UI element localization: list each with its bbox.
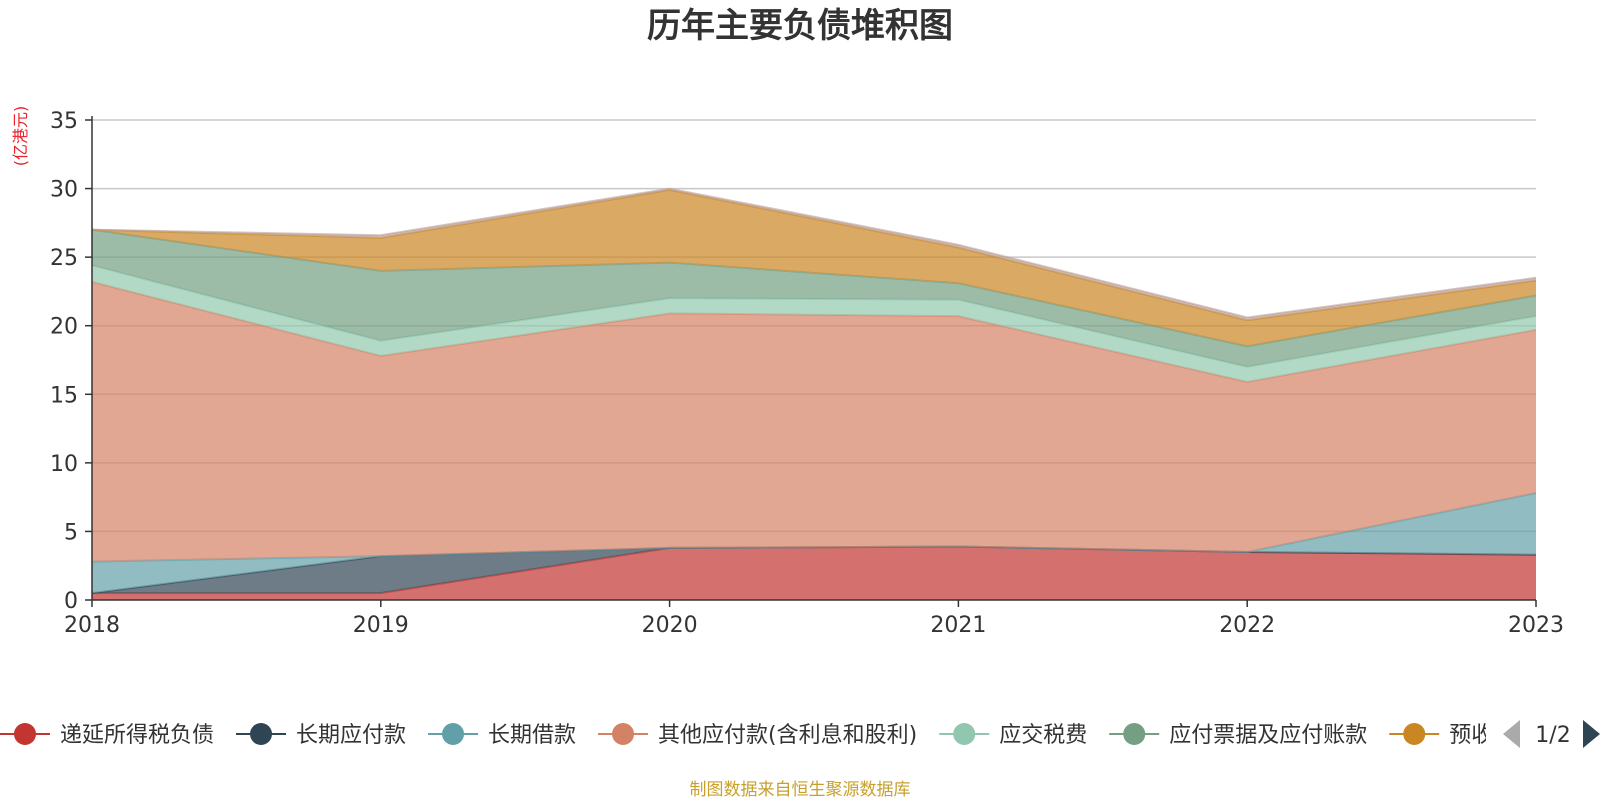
legend-marker-icon	[953, 723, 976, 745]
x-tick-label: 2022	[1219, 613, 1275, 638]
x-tick-label: 2019	[353, 613, 409, 638]
y-axis-unit-label: (亿港元)	[11, 106, 30, 167]
area-series-line-7	[91, 187, 1537, 319]
y-tick-label: 25	[50, 246, 78, 271]
legend-item-5[interactable]: 应付票据及应付账款	[1109, 723, 1367, 748]
data-source-note: 制图数据来自恒生聚源数据库	[690, 780, 911, 800]
legend-label: 长期借款	[488, 723, 576, 748]
axes: 0 5 10 15 20 25 30 35 2018 2019 2020 2021 2022 2023	[50, 109, 1564, 638]
legend-marker-icon	[442, 723, 465, 745]
legend-label: 预收款项	[1449, 723, 1537, 748]
legend-marker-icon	[14, 723, 36, 745]
area-series-3	[92, 281, 1536, 562]
legend: 递延所得税负债 长期应付款 长期借款 其他应付款(含利息和股利) 应交税费 应付票据及应付…	[0, 723, 1537, 748]
legend-item-0[interactable]: 递延所得税负债	[0, 723, 214, 748]
y-tick-label: 35	[50, 109, 78, 134]
legend-label: 应交税费	[999, 723, 1087, 748]
legend-marker-icon	[1123, 723, 1146, 745]
area-series-4	[92, 265, 1536, 382]
area-series-1	[92, 546, 1536, 594]
legend-label: 应付票据及应付账款	[1169, 723, 1367, 748]
y-tick-label: 20	[50, 315, 78, 340]
legend-item-4[interactable]: 应交税费	[939, 723, 1087, 748]
area-series-layer	[91, 187, 1537, 600]
legend-item-3[interactable]: 其他应付款(含利息和股利)	[598, 723, 917, 748]
legend-marker-icon	[250, 723, 273, 745]
legend-marker-icon	[1403, 723, 1426, 745]
y-tick-label: 10	[50, 452, 78, 477]
y-tick-label: 5	[64, 520, 78, 545]
y-tick-label: 30	[50, 178, 78, 203]
y-tick-label: 15	[50, 383, 78, 408]
y-tick-label: 0	[64, 589, 78, 614]
legend-item-2[interactable]: 长期借款	[428, 723, 576, 748]
x-tick-label: 2018	[64, 613, 120, 638]
legend-pager: 1/2	[1503, 720, 1600, 748]
legend-prev-icon[interactable]	[1503, 720, 1520, 748]
x-tick-label: 2021	[930, 613, 986, 638]
legend-label: 递延所得税负债	[60, 723, 214, 748]
x-tick-label: 2020	[642, 613, 698, 638]
legend-item-6[interactable]: 预收款项	[1389, 723, 1537, 748]
legend-item-1[interactable]: 长期应付款	[236, 723, 406, 748]
area-series-5	[92, 229, 1536, 367]
legend-label: 其他应付款(含利息和股利)	[658, 723, 917, 748]
legend-label: 长期应付款	[296, 723, 406, 748]
area-series-0	[92, 546, 1536, 600]
x-tick-label: 2023	[1508, 613, 1564, 638]
chart-title: 历年主要负债堆积图	[647, 6, 953, 46]
legend-marker-icon	[612, 723, 635, 745]
area-series-6	[92, 189, 1536, 347]
legend-next-icon[interactable]	[1583, 720, 1600, 748]
legend-page-indicator: 1/2	[1535, 723, 1570, 748]
